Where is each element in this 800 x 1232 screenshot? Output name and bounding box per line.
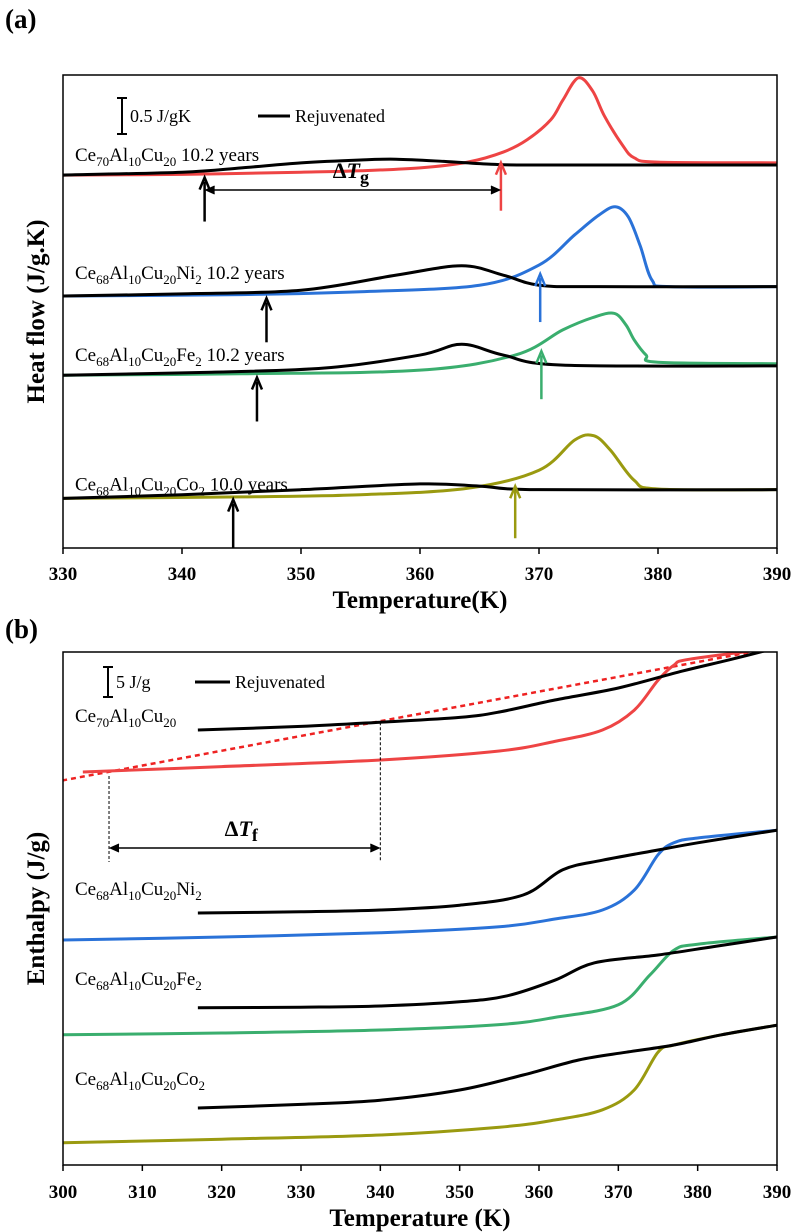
delta-arrowhead-left <box>204 185 215 195</box>
x-tick-label: 370 <box>604 1182 633 1203</box>
y-axis-title: Heat flow (J/g.K) <box>23 220 50 404</box>
scale-bar-label: 5 J/g <box>116 672 151 692</box>
composition-label: Ce68Al10Cu20Ni2 10.2 years <box>75 263 285 287</box>
rejuvenated-tg-arrow-head <box>260 295 273 311</box>
plot-frame <box>62 651 778 1166</box>
delta-arrowhead-left <box>108 843 120 853</box>
x-tick-label: 300 <box>49 1182 78 1203</box>
x-axis-title: Temperature (K) <box>329 1205 510 1232</box>
composition-label: Ce68Al10Cu20Fe2 10.2 years <box>75 345 285 369</box>
x-tick-label: 360 <box>406 564 435 585</box>
composition-label: Ce68Al10Cu20Ni2 <box>75 879 202 903</box>
panel-a: (a) Ce70Al10Cu20 10.2 years Ce68Al10Cu20Ni… <box>5 4 791 614</box>
panel-b: (b) Ce70Al10Cu20 Ce68Al10Cu20Ni2 Ce68Al10Cu… <box>5 614 791 1232</box>
aged-curve-2 <box>63 311 777 377</box>
x-tick-label: 380 <box>644 564 673 585</box>
legend-label-rejuvenated: Rejuvenated <box>235 672 325 692</box>
aged-tg-arrow-head <box>509 482 522 499</box>
rejuvenated-tg-arrow-head <box>227 496 240 513</box>
rejuvenated-curve-3 <box>197 1023 777 1110</box>
delta-T: T <box>347 158 362 183</box>
aged-tg-arrow-head <box>494 159 508 176</box>
aged-tg-arrow-head <box>534 270 547 287</box>
x-tick-label: 330 <box>49 564 78 585</box>
composition-label: Ce68Al10Cu20Co2 <box>75 1069 205 1093</box>
x-tick-label: 370 <box>525 564 554 585</box>
delta-arrowhead-right <box>370 843 381 853</box>
x-tick-label: 330 <box>287 1182 316 1203</box>
x-axis-title: Temperature(K) <box>333 587 508 614</box>
x-tick-label: 350 <box>287 564 316 585</box>
rejuvenated-tg-arrow-head <box>250 374 264 390</box>
rejuvenated-curve-3 <box>63 482 777 500</box>
delta-label: ΔTf <box>225 816 259 845</box>
delta-symbol: Δ <box>225 816 239 841</box>
x-tick-label: 380 <box>683 1182 712 1203</box>
composition-label: Ce68Al10Cu20Fe2 <box>75 969 202 993</box>
x-tick-label: 340 <box>366 1182 395 1203</box>
scale-bar-label: 0.5 J/gK <box>130 106 191 126</box>
x-tick-label: 320 <box>207 1182 236 1203</box>
x-tick-label: 350 <box>445 1182 474 1203</box>
x-tick-label: 340 <box>168 564 197 585</box>
rejuvenated-curve-1 <box>63 264 777 298</box>
delta-subscript: f <box>252 825 259 845</box>
delta-T: T <box>238 816 253 841</box>
x-tick-label: 310 <box>128 1182 157 1203</box>
panel-label: (a) <box>5 4 36 34</box>
rejuvenated-curve-0 <box>63 157 777 177</box>
extrapolation-line <box>63 652 759 782</box>
rejuvenated-curve-1 <box>197 828 777 915</box>
delta-arrowhead-right <box>490 185 502 195</box>
x-tick-label: 390 <box>763 564 792 585</box>
plot-area <box>63 76 777 500</box>
aged-tg-arrow-head <box>535 347 548 364</box>
rejuvenated-curve-2 <box>197 935 777 1010</box>
x-tick-label: 360 <box>525 1182 554 1203</box>
aged-curve-1 <box>63 205 777 298</box>
rejuvenated-tg-arrow-head <box>198 174 211 191</box>
y-axis-title: Enthalpy (J/g) <box>23 832 50 986</box>
plot-frame <box>62 74 778 549</box>
panel-label: (b) <box>5 614 38 644</box>
aged-curve-1 <box>63 828 777 942</box>
plot-area <box>63 652 777 1145</box>
rejuvenated-curve-2 <box>63 342 777 377</box>
composition-label: Ce68Al10Cu20Co2 10.0 years <box>75 474 288 498</box>
composition-label: Ce70Al10Cu20 <box>75 706 176 730</box>
delta-subscript: g <box>360 167 369 187</box>
aged-curve-0 <box>82 652 756 774</box>
aged-curve-3 <box>63 433 777 500</box>
aged-curve-0 <box>63 76 777 177</box>
composition-label: Ce70Al10Cu20 10.2 years <box>75 145 259 169</box>
aged-curve-2 <box>63 935 777 1037</box>
legend-label-rejuvenated: Rejuvenated <box>295 106 385 126</box>
delta-label: ΔTg <box>333 158 369 187</box>
delta-symbol: Δ <box>333 158 347 183</box>
rejuvenated-curve-0 <box>197 652 767 732</box>
x-tick-label: 390 <box>763 1182 792 1203</box>
